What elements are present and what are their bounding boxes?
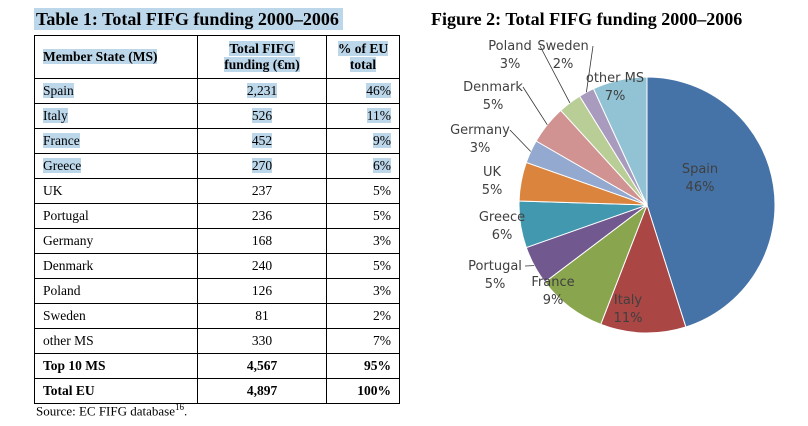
- footnote-ref: 16: [175, 402, 185, 412]
- table-row: other MS 330 7%: [34, 328, 400, 354]
- cell-funding: 330: [197, 328, 327, 354]
- slice-label-france: France 9%: [531, 275, 574, 308]
- cell-funding: 4,897: [197, 378, 327, 404]
- cell-funding: 452: [197, 128, 327, 154]
- cell-member-state: Spain: [34, 78, 198, 104]
- table-row: Germany 168 3%: [34, 228, 400, 254]
- cell-funding: 237: [197, 178, 327, 204]
- cell-funding: 81: [197, 303, 327, 329]
- source-note: Source: EC FIFG database16.: [36, 399, 187, 419]
- cell-funding: 126: [197, 278, 327, 304]
- table-row: Denmark 240 5%: [34, 253, 400, 279]
- cell-pct: 2%: [326, 303, 400, 329]
- source-text: Source: EC FIFG database: [36, 403, 176, 419]
- cell-funding: 526: [197, 103, 327, 129]
- pie-chart: Spain 46% Italy 11% France 9% Portugal 5% Greece…: [450, 39, 776, 334]
- cell-pct: 95%: [326, 353, 400, 379]
- fifg-funding-table: Member State (MS) Total FIFG funding (€m…: [34, 35, 400, 404]
- slice-label-portugal: Portugal 5%: [468, 259, 522, 292]
- cell-pct: 3%: [326, 278, 400, 304]
- pie-slice-italy: [600, 203, 687, 334]
- cell-pct: 7%: [326, 328, 400, 354]
- cell-pct: 5%: [326, 203, 400, 229]
- cell-member-state: other MS: [34, 328, 198, 354]
- cell-member-state: Denmark: [34, 253, 198, 279]
- table-row: Italy 526 11%: [34, 103, 400, 129]
- table-row: France 452 9%: [34, 128, 400, 154]
- cell-member-state: Portugal: [34, 203, 198, 229]
- table-row: Portugal 236 5%: [34, 203, 400, 229]
- header-pct-eu-total: % of EU total: [326, 35, 400, 79]
- slice-label-denmark: Denmark 5%: [463, 80, 523, 113]
- leader-line: [509, 129, 531, 152]
- cell-funding: 270: [197, 153, 327, 179]
- source-suffix: .: [184, 403, 188, 419]
- table-row: Total EU 4,897 100%: [34, 378, 400, 404]
- table-title: Table 1: Total FIFG funding 2000–2006: [34, 8, 343, 30]
- cell-funding: 4,567: [197, 353, 327, 379]
- cell-pct: 11%: [326, 103, 400, 129]
- cell-funding: 168: [197, 228, 327, 254]
- pie-slice-spain: [646, 76, 776, 328]
- header-member-state: Member State (MS): [34, 35, 198, 79]
- leader-line: [522, 86, 548, 126]
- table-row: Greece 270 6%: [34, 153, 400, 179]
- figure-title: Figure 2: Total FIFG funding 2000–2006: [431, 9, 743, 29]
- cell-pct: 46%: [326, 78, 400, 104]
- slice-label-greece: Greece 6%: [479, 210, 525, 243]
- cell-funding: 2,231: [197, 78, 327, 104]
- slice-label-spain: Spain 46%: [682, 162, 718, 195]
- cell-member-state: Total EU: [34, 378, 198, 404]
- slice-label-italy: Italy 11%: [614, 293, 643, 326]
- slice-label-sweden: Sweden 2%: [537, 39, 588, 72]
- cell-member-state: Top 10 MS: [34, 353, 198, 379]
- cell-member-state: France: [34, 128, 198, 154]
- header-total-funding: Total FIFG funding (€m): [197, 35, 327, 79]
- table-header-row: Member State (MS) Total FIFG funding (€m…: [34, 35, 400, 79]
- cell-member-state: Poland: [34, 278, 198, 304]
- table-row: Top 10 MS 4,567 95%: [34, 353, 400, 379]
- leader-line: [539, 45, 571, 104]
- cell-pct: 100%: [326, 378, 400, 404]
- cell-member-state: UK: [34, 178, 198, 204]
- slice-label-poland: Poland 3%: [488, 39, 531, 72]
- cell-pct: 5%: [326, 253, 400, 279]
- table-row: Spain 2,231 46%: [34, 78, 400, 104]
- leader-line: [586, 45, 594, 93]
- cell-member-state: Italy: [34, 103, 198, 129]
- cell-member-state: Germany: [34, 228, 198, 254]
- table-row: Poland 126 3%: [34, 278, 400, 304]
- cell-member-state: Sweden: [34, 303, 198, 329]
- cell-funding: 240: [197, 253, 327, 279]
- cell-funding: 236: [197, 203, 327, 229]
- cell-member-state: Greece: [34, 153, 198, 179]
- slice-label-germany: Germany 3%: [450, 123, 510, 156]
- cell-pct: 9%: [326, 128, 400, 154]
- cell-pct: 5%: [326, 178, 400, 204]
- table-row: UK 237 5%: [34, 178, 400, 204]
- slice-label-other-ms: other MS 7%: [586, 71, 644, 104]
- table-row: Sweden 81 2%: [34, 303, 400, 329]
- pie-slice-other-ms: [592, 76, 648, 206]
- cell-pct: 3%: [326, 228, 400, 254]
- slice-label-uk: UK 5%: [482, 165, 503, 198]
- cell-pct: 6%: [326, 153, 400, 179]
